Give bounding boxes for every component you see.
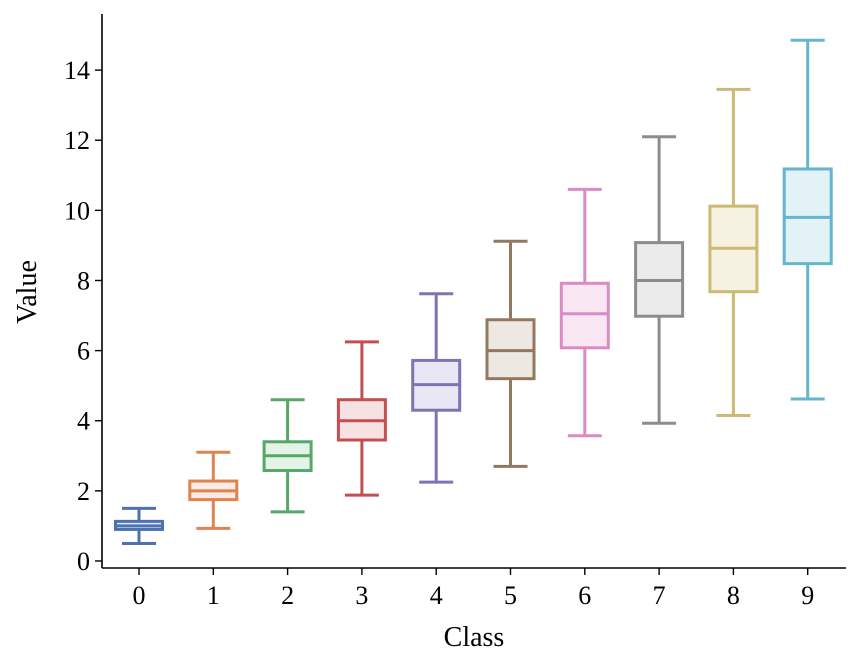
box-class-5 (485, 239, 536, 468)
y-tick-label: 6 (77, 337, 90, 366)
x-tick-label: 7 (653, 581, 666, 610)
box-class-3 (336, 340, 387, 497)
box-iqr (559, 281, 610, 350)
y-axis-label: Value (12, 260, 43, 324)
box-class-1 (188, 450, 239, 530)
x-tick-label: 4 (430, 581, 443, 610)
x-tick-label: 8 (727, 581, 740, 610)
x-axis: 0 1 2 3 4 5 6 7 8 9 (102, 567, 846, 610)
x-axis-label: Class (444, 622, 505, 653)
x-tick-label: 6 (578, 581, 591, 610)
box-class-8 (708, 87, 759, 417)
y-tick-label: 2 (77, 477, 90, 506)
y-tick-label: 4 (77, 407, 90, 436)
x-tick-label: 1 (207, 581, 220, 610)
x-tick-label: 3 (355, 581, 368, 610)
box-class-2 (262, 398, 313, 514)
box-class-7 (634, 135, 685, 425)
x-tick-label: 0 (133, 581, 146, 610)
y-tick-label: 10 (64, 196, 90, 225)
box-class-4 (411, 292, 462, 484)
y-tick-label: 8 (77, 266, 90, 295)
y-tick-label: 0 (77, 547, 90, 576)
x-tick-label: 9 (801, 581, 814, 610)
plot-area (114, 38, 833, 545)
y-tick-label: 12 (64, 126, 90, 155)
box-class-0 (114, 506, 164, 545)
y-axis: 0 2 4 6 8 10 12 14 (64, 14, 103, 576)
x-tick-label: 2 (281, 581, 294, 610)
y-tick-label: 14 (64, 56, 90, 85)
box-class-9 (782, 38, 833, 401)
box-class-6 (559, 187, 610, 438)
x-tick-label: 5 (504, 581, 517, 610)
